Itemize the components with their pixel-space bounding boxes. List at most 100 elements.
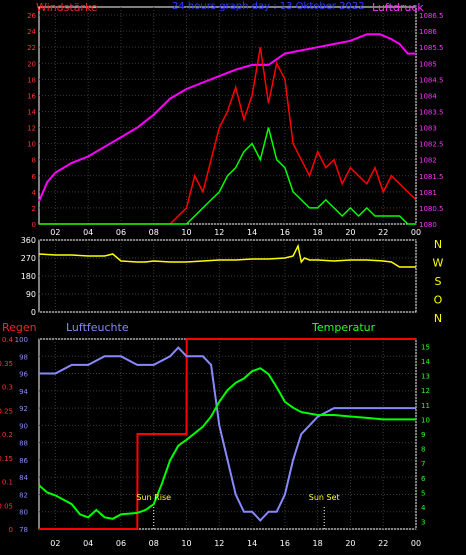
wind-speed-tick: 18 [27,76,36,84]
time-tick: 20 [345,539,355,548]
pressure-tick: 1082.5 [419,141,444,149]
wind-speed-tick: 14 [27,108,36,116]
direction-tick: 360 [21,236,36,245]
compass-label: O [434,294,443,307]
time-tick: 00 [411,539,421,548]
time-tick: 16 [280,228,290,237]
time-axis-top: 02 04 06 08 10 12 14 16 18 20 22 00 [50,228,421,237]
rain-tick: 0.05 [0,502,13,510]
pressure-tick: 1080.5 [419,205,444,213]
time-tick: 22 [378,539,388,548]
compass-label: N [434,312,442,325]
sun-set-label: Sun Set [309,493,340,502]
wind-speed-tick: 10 [27,141,36,149]
series-windrichtung [38,243,416,268]
rain-tick: 0.35 [0,360,13,368]
humidity-axis: 78 80 82 84 86 88 90 92 94 96 98 100 [15,336,29,534]
time-tick: 10 [181,539,191,548]
time-tick: 18 [313,539,323,548]
pressure-axis-label: Luftdruck [372,1,424,14]
time-tick: 20 [345,228,355,237]
chart-title: 24 hours graph day : 13 Oktober 2022 [172,1,365,12]
wind-direction-series [38,243,416,268]
humidity-tick: 86 [19,457,28,465]
humidity-tick: 100 [15,336,28,344]
time-tick: 22 [378,228,388,237]
wind-pressure-series [38,33,417,225]
humidity-tick: 92 [19,405,28,413]
temperature-tick: 10 [421,416,430,424]
rain-tick: 0.4 [2,336,14,344]
compass-label: W [433,257,444,270]
series-boeen [39,47,417,225]
time-tick: 08 [149,228,159,237]
wind-direction-frame [38,239,417,313]
humidity-tick: 82 [19,491,28,499]
climate-series [38,338,416,530]
direction-degree-axis: 0 90 180 270 360 [21,236,36,317]
compass-label: S [435,275,442,288]
wind-speed-tick: 2 [32,205,36,213]
wind-speed-tick: 26 [27,12,36,20]
humidity-tick: 84 [19,474,28,482]
temperature-tick: 4 [421,504,426,512]
temperature-axis-label: Temperatur [311,321,376,334]
humidity-tick: 80 [19,509,28,517]
time-tick: 14 [247,228,257,237]
pressure-tick: 1081.5 [419,173,444,181]
temperature-tick: 14 [421,358,430,366]
wind-speed-tick: 6 [32,173,37,181]
humidity-tick: 88 [19,440,28,448]
wind-speed-tick: 16 [27,92,36,100]
temperature-tick: 11 [421,402,430,410]
temperature-tick: 15 [421,343,430,351]
direction-tick: 90 [26,290,36,299]
pressure-tick: 1085 [419,60,437,68]
series-luftfeuchte [39,346,416,522]
rain-humidity-temperature-chart: 00.050.10.150.20.250.30.350.4 7880828486… [0,321,430,548]
wind-speed-tick: 22 [27,44,36,52]
temperature-tick: 8 [421,446,425,454]
pressure-tick: 1080 [419,221,437,229]
time-tick: 10 [181,228,191,237]
temperature-tick: 7 [421,460,425,468]
direction-tick: 180 [21,272,36,281]
time-tick: 12 [214,539,224,548]
pressure-tick: 1083.5 [419,108,444,116]
sun-annotations: Sun Rise Sun Set [136,493,340,529]
time-tick: 04 [83,539,93,548]
series-temperatur [38,367,416,520]
time-tick: 02 [50,228,60,237]
rain-tick: 0.2 [2,431,13,439]
rain-tick: 0 [9,526,13,534]
time-tick: 00 [411,228,421,237]
wind-speed-axis-label: Windstärke [36,1,98,14]
series-regen [39,338,416,530]
rain-tick: 0.1 [2,479,13,487]
wind-speed-tick: 24 [27,28,36,36]
pressure-tick: 1081 [419,189,437,197]
pressure-tick: 1082 [419,157,437,165]
humidity-axis-label: Luftfeuchte [66,321,129,334]
pressure-tick: 1084.5 [419,76,444,84]
humidity-tick: 98 [19,353,28,361]
compass-label: N [434,238,442,251]
pressure-tick: 1084 [419,92,437,100]
time-axis-bottom: 02 04 06 08 10 12 14 16 18 20 22 00 [50,539,421,548]
temperature-tick: 12 [421,387,430,395]
wind-speed-tick: 4 [32,189,37,197]
pressure-tick: 1083 [419,125,437,133]
rain-axis: 0 0.05 0.1 0.15 0.2 0.25 0.3 0.35 0.4 [0,336,14,534]
wind-pressure-frame [38,6,417,225]
humidity-tick: 94 [19,388,28,396]
pressure-tick: 1086 [419,28,437,36]
sun-rise-label: Sun Rise [136,493,171,502]
climate-frame [38,338,417,530]
wind-speed-tick: 8 [32,157,36,165]
direction-tick: 0 [31,308,36,317]
time-tick: 02 [50,539,60,548]
wind-direction-grid [39,239,417,313]
